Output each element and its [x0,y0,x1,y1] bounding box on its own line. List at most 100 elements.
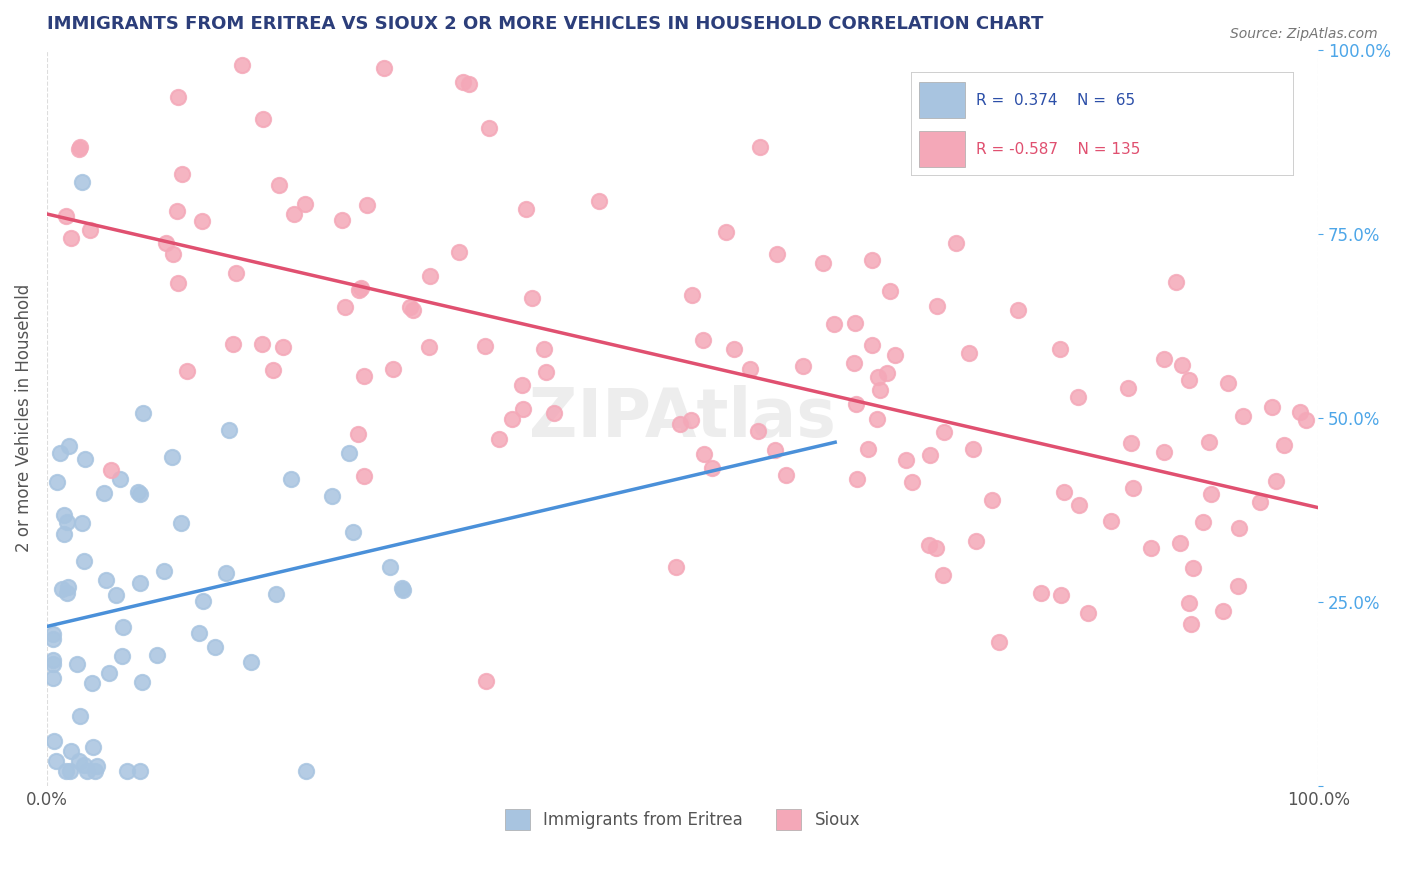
Point [474,339,496,353]
Point [920,449,942,463]
Point [1069,498,1091,512]
Point [55,764,77,778]
Point [536,365,558,379]
Point [117,764,139,778]
Point [1119,435,1142,450]
Point [1153,444,1175,458]
Point [419,268,441,283]
Point [58,439,80,453]
Point [962,442,984,457]
Point [347,426,370,441]
Point [353,369,375,384]
Point [693,447,716,461]
Point [160,450,183,464]
Point [128,487,150,501]
Point [222,336,245,351]
Point [453,74,475,88]
Point [418,340,440,354]
Legend: Immigrants from Eritrea, Sioux: Immigrants from Eritrea, Sioux [498,803,868,837]
Point [240,655,263,669]
Point [176,363,198,377]
Point [42,657,65,672]
Point [162,247,184,261]
Point [1272,438,1295,452]
Point [901,475,924,490]
Point [267,178,290,193]
Point [353,469,375,483]
Point [512,402,534,417]
Point [1166,276,1188,290]
Point [668,417,690,431]
Point [988,635,1011,649]
Point [1171,358,1194,372]
Point [252,112,274,126]
Point [981,493,1004,508]
Point [56,586,79,600]
Point [128,576,150,591]
Point [1099,514,1122,528]
Point [110,648,132,663]
Point [924,541,946,555]
Point [321,489,343,503]
Point [811,255,834,269]
Point [792,359,814,374]
Point [716,225,738,239]
Point [60,743,83,757]
Point [665,560,688,574]
Point [58,764,80,778]
Point [879,284,901,298]
Point [53,508,76,522]
Point [1232,409,1254,423]
Point [392,582,415,597]
Point [42,653,65,667]
Point [723,342,745,356]
Point [478,121,501,136]
Point [932,568,955,582]
Point [167,90,190,104]
Point [66,657,89,671]
Point [280,472,302,486]
Point [45,754,67,768]
Point [957,346,980,360]
Point [475,673,498,688]
Point [342,525,364,540]
Point [225,267,247,281]
Point [1212,604,1234,618]
Point [918,538,941,552]
Point [692,333,714,347]
Point [378,560,401,574]
Point [1168,535,1191,549]
Point [129,764,152,778]
Point [67,142,90,156]
Point [866,412,889,426]
Point [1067,390,1090,404]
Point [845,397,868,411]
Point [51,582,73,597]
Point [153,564,176,578]
Point [883,348,905,362]
Point [271,340,294,354]
Point [76,764,98,778]
Point [55,209,77,223]
Point [533,342,555,356]
Point [49,446,72,460]
Point [447,244,470,259]
Point [356,198,378,212]
Point [1289,405,1312,419]
Point [53,526,76,541]
Point [700,460,723,475]
Point [844,316,866,330]
Point [56,515,79,529]
Point [73,554,96,568]
Point [82,740,104,755]
Point [842,356,865,370]
Point [747,425,769,439]
Point [860,338,883,352]
Point [402,303,425,318]
Point [93,486,115,500]
Point [681,288,703,302]
Point [1178,373,1201,387]
Point [350,281,373,295]
Point [1178,596,1201,610]
Point [1007,303,1029,318]
